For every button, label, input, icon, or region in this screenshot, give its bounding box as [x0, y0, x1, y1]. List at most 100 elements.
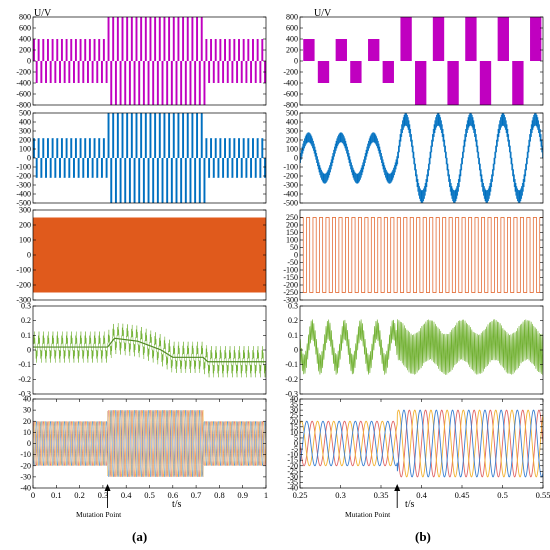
y-tick-label: 600: [286, 24, 298, 33]
pulse: [186, 17, 190, 61]
pulse: [77, 61, 80, 83]
pulse: [182, 17, 185, 61]
pulse: [224, 39, 227, 61]
pulse: [133, 61, 136, 105]
pulse: [249, 158, 253, 178]
pulse: [184, 61, 187, 105]
series-line: [300, 319, 543, 375]
pulse: [210, 138, 213, 158]
pulse: [39, 158, 43, 178]
y-tick-label: -50: [287, 258, 298, 267]
y-tick-label: 25: [290, 411, 298, 420]
pulse: [130, 113, 134, 158]
pulse: [261, 138, 264, 158]
pulse: [74, 138, 78, 158]
pulse: [247, 138, 250, 158]
pulse: [196, 113, 199, 158]
x-tick-label: 0.7: [191, 490, 202, 500]
y-tick-label: -200: [283, 172, 298, 181]
pulse: [189, 158, 192, 203]
pulse: [63, 61, 66, 83]
y-tick-label: 0: [27, 57, 31, 66]
pulse: [242, 138, 246, 158]
mutation-arrow-head: [104, 484, 111, 491]
x-tick-label: 0.25: [293, 490, 308, 500]
pulse: [126, 17, 129, 61]
pulse: [415, 61, 427, 105]
pulse: [214, 39, 218, 61]
x-tick-label: 1: [264, 490, 268, 500]
y-tick-label: 500: [19, 109, 31, 118]
plot-area-a2: [33, 113, 266, 203]
y-tick-label: 0: [294, 346, 298, 355]
pulse: [98, 39, 101, 61]
y-tick-label: -400: [16, 79, 31, 88]
pulse: [149, 113, 152, 158]
pulse: [170, 158, 173, 203]
pulse: [123, 158, 127, 203]
pulse: [42, 39, 45, 61]
y-tick-label: -300: [283, 181, 298, 190]
y-tick-label: 100: [19, 145, 31, 154]
pulse: [163, 17, 166, 61]
y-tick-label: 0.1: [21, 331, 31, 340]
axes-frame-b3: [299, 209, 544, 301]
pulse: [81, 158, 85, 178]
pulse: [93, 138, 96, 158]
y-tick-label: -150: [283, 273, 298, 282]
chart-b4: -0.3 -0.2 -0.1 0 0.1 0.2 0.3: [285, 302, 544, 399]
y-tick-label: 300: [19, 206, 31, 215]
y-tick-label: 0: [27, 346, 31, 355]
series-line: [33, 337, 266, 363]
x-tick-label: 0.2: [74, 490, 85, 500]
pulse: [70, 39, 73, 61]
y-tick-label: 500: [286, 109, 298, 118]
pulse: [382, 61, 394, 83]
y-tick-label: 200: [19, 221, 31, 230]
chart-a1: -800 -600 -400 -200 0 200 400 600 800: [16, 13, 267, 110]
pulse: [77, 158, 80, 178]
y-tick-label: 300: [19, 127, 31, 136]
pulse: [200, 17, 204, 61]
pulse: [102, 138, 106, 158]
y-tick-label: 0.1: [288, 331, 298, 340]
pulse: [65, 138, 68, 158]
pulse: [53, 158, 57, 178]
pulse: [235, 61, 239, 83]
series-line: [300, 217, 543, 293]
pulse: [58, 61, 61, 83]
pulse: [228, 39, 232, 61]
y-tick-label: 0: [294, 251, 298, 260]
series-line: [33, 323, 266, 378]
y-tick-label: -0.3: [18, 390, 31, 399]
pulse: [252, 39, 255, 61]
y-tick-label: -250: [283, 288, 298, 297]
x-tick-label: 0.9: [237, 490, 248, 500]
y-tick-label: -600: [16, 90, 31, 99]
mutation-arrow-head: [394, 484, 401, 491]
pulse: [84, 39, 87, 61]
x-tick-label: 0.5: [497, 490, 508, 500]
pulse: [137, 61, 141, 105]
pulse: [259, 158, 262, 178]
pulse: [203, 158, 206, 203]
y-tick-label: -20: [20, 461, 31, 470]
pulse: [161, 158, 164, 203]
pulse: [93, 39, 96, 61]
pulse: [98, 138, 101, 158]
plot-area-b1: [303, 17, 542, 105]
pulse: [37, 138, 40, 158]
pulse: [193, 158, 197, 203]
pulse: [168, 113, 171, 158]
y-tick-label: 0: [27, 154, 31, 163]
pulse: [245, 158, 248, 178]
pulse: [350, 61, 362, 83]
y-tick-label: -400: [283, 190, 298, 199]
y-tick-label: 35: [290, 400, 298, 409]
pulse: [49, 61, 52, 83]
pulse: [105, 158, 108, 178]
pulse: [177, 113, 180, 158]
y-tick-label: 0: [294, 439, 298, 448]
pulse: [35, 158, 38, 178]
y-tick-label: -40: [287, 484, 298, 493]
